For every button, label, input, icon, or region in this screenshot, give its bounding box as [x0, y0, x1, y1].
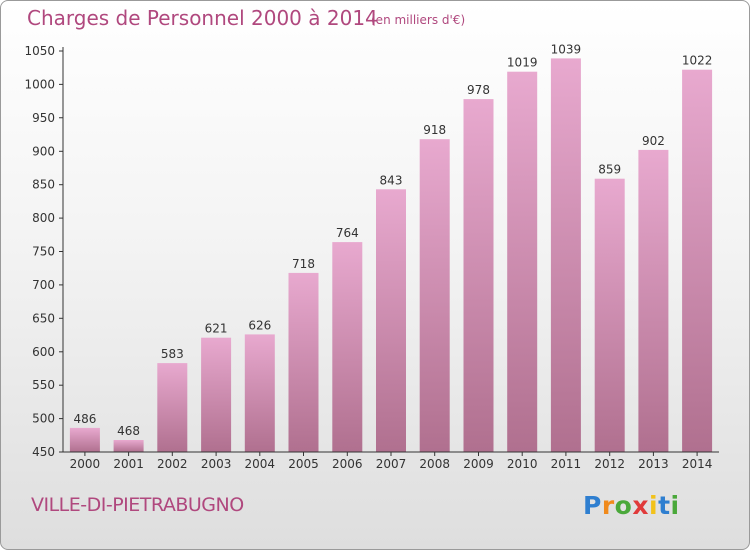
logo-letter: o — [614, 491, 633, 520]
x-tick-label: 2002 — [157, 457, 188, 471]
x-tick-label: 2000 — [70, 457, 101, 471]
y-tick-label: 800 — [32, 211, 55, 225]
x-tick-label: 2014 — [682, 457, 713, 471]
y-tick-label: 500 — [32, 412, 55, 426]
commune-name: VILLE-DI-PIETRABUGNO — [31, 494, 244, 516]
bars-group: 486 468 583 621 626 718 764 843 918 978 1019 1039 85… — [69, 42, 713, 453]
bar-2006 — [332, 242, 363, 452]
bar-value-label: 468 — [117, 424, 140, 438]
bar-value-label: 1019 — [507, 56, 538, 70]
x-tick-label: 2005 — [288, 457, 319, 471]
bar-value-label: 626 — [248, 318, 271, 332]
bar-2013 — [638, 149, 669, 452]
y-tick-label: 750 — [32, 245, 55, 259]
chart-subtitle: (en milliers d'€) — [371, 13, 466, 27]
y-tick-label: 850 — [32, 178, 55, 192]
y-tick-label: 900 — [32, 144, 55, 158]
x-tick-label: 2003 — [201, 457, 232, 471]
bar-2005 — [288, 272, 319, 452]
y-tick-label: 1050 — [24, 44, 55, 58]
x-tick-label: 2010 — [507, 457, 538, 471]
bar-2010 — [507, 71, 538, 452]
logo-letter: i — [649, 491, 659, 520]
bar-value-label: 1039 — [551, 42, 582, 56]
y-tick-label: 550 — [32, 378, 55, 392]
x-tick-label: 2012 — [594, 457, 625, 471]
bar-2001 — [113, 440, 144, 452]
bar-2012 — [594, 178, 625, 452]
y-tick-label: 700 — [32, 278, 55, 292]
bar-2000 — [69, 427, 100, 452]
logo-letter: x — [632, 491, 649, 520]
bar-value-label: 621 — [205, 322, 228, 336]
logo-letter: i — [670, 491, 680, 520]
bar-value-label: 583 — [161, 347, 184, 361]
y-tick-label: 450 — [32, 445, 55, 459]
bar-value-label: 718 — [292, 257, 315, 271]
bar-2003 — [201, 337, 232, 452]
y-tick-label: 600 — [32, 345, 55, 359]
logo-letter: P — [583, 491, 602, 520]
y-tick-label: 950 — [32, 111, 55, 125]
bar-value-label: 902 — [642, 134, 665, 148]
bar-value-label: 918 — [423, 123, 446, 137]
bar-value-label: 1022 — [682, 54, 713, 68]
y-tick-label: 1000 — [24, 77, 55, 91]
bar-2007 — [376, 189, 406, 453]
x-tick-label: 2008 — [419, 457, 450, 471]
y-tick-label: 650 — [32, 311, 55, 325]
bar-value-label: 978 — [467, 83, 490, 97]
bar-2009 — [463, 99, 494, 452]
axes-group: 2000 2001 2002 2003 2004 2005 2006 2007 2008 2009… — [24, 44, 719, 471]
x-tick-label: 2013 — [638, 457, 669, 471]
bar-2011 — [550, 58, 581, 453]
bar-2014 — [682, 69, 713, 452]
x-tick-label: 2011 — [551, 457, 582, 471]
logo-letter: r — [601, 491, 615, 520]
bar-2008 — [419, 139, 450, 452]
x-tick-label: 2004 — [245, 457, 276, 471]
x-tick-label: 2006 — [332, 457, 363, 471]
logo-letter: t — [658, 491, 671, 520]
bar-value-label: 764 — [336, 226, 359, 240]
x-tick-label: 2007 — [376, 457, 407, 471]
x-tick-label: 2001 — [113, 457, 144, 471]
x-tick-label: 2009 — [463, 457, 494, 471]
bar-2004 — [244, 334, 275, 452]
bar-value-label: 486 — [73, 412, 96, 426]
chart-title: Charges de Personnel 2000 à 2014 — [27, 6, 378, 30]
bar-value-label: 859 — [598, 163, 621, 177]
bar-2002 — [157, 363, 188, 452]
bar-value-label: 843 — [380, 173, 403, 187]
proxiti-logo[interactable]: Proxiti — [583, 491, 680, 520]
